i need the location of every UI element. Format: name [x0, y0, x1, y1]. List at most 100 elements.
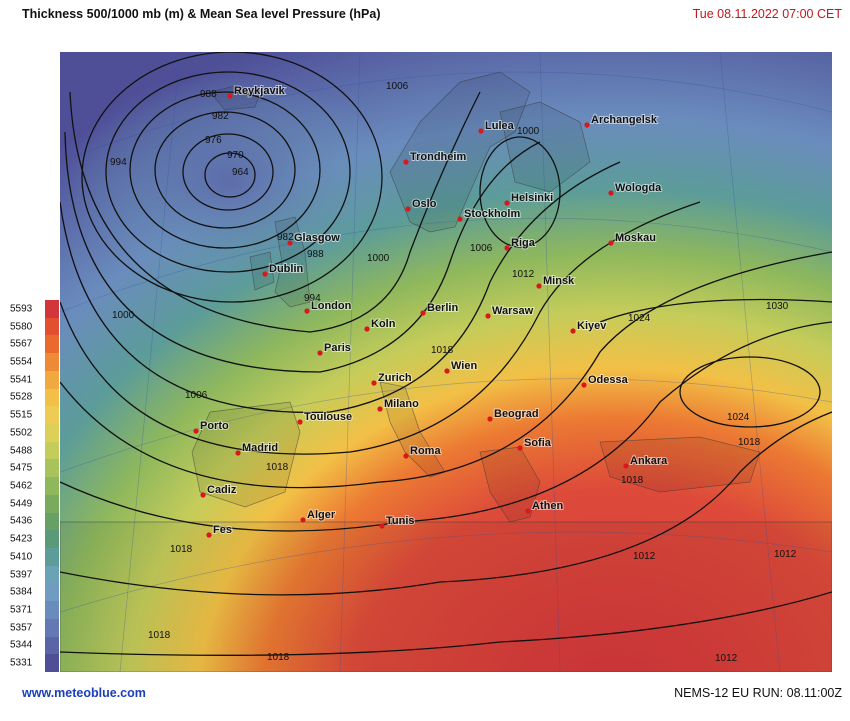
city-marker[interactable]: Zurich	[371, 371, 413, 386]
isobar-label: 1018	[266, 462, 289, 473]
city-marker[interactable]: Paris	[317, 341, 352, 356]
city-name: Ankara	[630, 455, 668, 467]
city-marker[interactable]: Dublin	[262, 262, 304, 277]
legend-value: 5593	[10, 303, 33, 315]
city-dot	[581, 382, 587, 388]
legend-swatch	[45, 565, 59, 584]
city-marker[interactable]: Alger	[300, 508, 337, 523]
legend-swatch	[45, 583, 59, 602]
city-marker[interactable]: Koln	[364, 317, 397, 332]
city-name: Fes	[213, 524, 232, 536]
city-name: Cadiz	[207, 484, 237, 496]
city-marker[interactable]: Minsk	[536, 274, 576, 289]
city-marker[interactable]: Reykjavik	[227, 84, 287, 99]
city-name: Beograd	[494, 408, 539, 420]
map-title: Thickness 500/1000 mb (m) & Mean Sea lev…	[22, 7, 381, 21]
isobar-label: 976	[205, 135, 222, 146]
legend-value: 5384	[10, 586, 33, 598]
isobar-label: 1030	[766, 301, 789, 312]
city-name: Porto	[200, 420, 229, 432]
city-marker[interactable]: Madrid	[235, 441, 279, 456]
city-dot	[608, 190, 614, 196]
city-dot	[570, 328, 576, 334]
city-marker[interactable]: Odessa	[581, 373, 630, 388]
city-name: Stockholm	[464, 208, 520, 220]
city-dot	[517, 445, 523, 451]
legend-value: 5423	[10, 533, 33, 545]
city-marker[interactable]: Ankara	[623, 454, 669, 469]
city-dot	[584, 122, 590, 128]
city-name: Tunis	[386, 515, 415, 527]
legend-value: 5567	[10, 338, 33, 350]
city-marker[interactable]: Porto	[193, 419, 230, 434]
city-marker[interactable]: Sofia	[517, 436, 553, 451]
city-marker[interactable]: Archangelsk	[584, 113, 659, 128]
city-marker[interactable]: Toulouse	[297, 410, 353, 425]
city-dot	[403, 453, 409, 459]
isobar-label: 1012	[633, 551, 656, 562]
city-dot	[300, 517, 306, 523]
city-marker[interactable]: Kiyev	[570, 319, 608, 334]
city-name: Milano	[384, 398, 419, 410]
isobar-label: 1012	[512, 269, 535, 280]
city-marker[interactable]: Wien	[444, 359, 478, 374]
legend-value: 5462	[10, 480, 33, 492]
city-dot	[487, 416, 493, 422]
graticule	[60, 52, 832, 672]
city-dot	[364, 326, 370, 332]
city-marker[interactable]: Warsaw	[485, 304, 535, 319]
legend-swatch	[45, 530, 59, 549]
city-marker[interactable]: Cadiz	[200, 483, 238, 498]
legend-value: 5331	[10, 657, 33, 669]
low-pressure-shading	[70, 72, 390, 292]
isobar-label: 1006	[185, 390, 208, 401]
weather-map[interactable]: 988 982 976 970 964 994 1006 1000 982 988 1000 1006…	[60, 52, 832, 672]
city-name: Oslo	[412, 198, 437, 210]
city-name: Athen	[532, 500, 563, 512]
city-name: Sofia	[524, 437, 552, 449]
city-marker[interactable]: Wologda	[608, 181, 663, 196]
city-dot	[608, 240, 614, 246]
city-marker[interactable]: Beograd	[487, 407, 540, 422]
legend-value: 5475	[10, 462, 33, 474]
city-marker[interactable]: London	[304, 299, 353, 314]
city-name: Koln	[371, 318, 396, 330]
isobar-label: 1018	[170, 544, 193, 555]
city-marker[interactable]: Riga	[504, 236, 537, 251]
city-marker[interactable]: Stockholm	[457, 207, 521, 222]
city-marker[interactable]: Oslo	[405, 197, 438, 212]
city-marker[interactable]: Athen	[525, 499, 564, 514]
legend-swatch	[45, 406, 59, 425]
isobar-label: 1012	[774, 549, 797, 560]
city-marker[interactable]: Trondheim	[403, 150, 467, 165]
land-masses	[60, 71, 832, 672]
city-marker[interactable]: Roma	[403, 444, 442, 459]
city-marker[interactable]: Glasgow	[287, 231, 341, 246]
website-link[interactable]: www.meteoblue.com	[22, 686, 146, 700]
city-dot	[235, 450, 241, 456]
legend-swatch	[45, 353, 59, 372]
city-marker[interactable]: Fes	[206, 523, 233, 538]
city-name: Alger	[307, 509, 336, 521]
city-name: Roma	[410, 445, 441, 457]
legend-value: 5344	[10, 639, 33, 651]
legend-swatch	[45, 317, 59, 336]
city-marker[interactable]: Milano	[377, 397, 420, 412]
city-marker[interactable]: Moskau	[608, 231, 657, 246]
legend-value: 5488	[10, 445, 33, 457]
city-marker[interactable]: Helsinki	[504, 191, 554, 206]
city-marker[interactable]: Tunis	[379, 514, 416, 529]
city-name: Riga	[511, 237, 536, 249]
city-marker[interactable]: Lulea	[478, 119, 516, 134]
isobar-label: 1024	[727, 412, 750, 423]
city-name: Madrid	[242, 442, 278, 454]
model-run-info: NEMS-12 EU RUN: 08.11:00Z	[674, 686, 842, 700]
isobar-label: 994	[110, 157, 127, 168]
isobar-label: 988	[200, 89, 217, 100]
legend-swatch	[45, 548, 59, 567]
city-dot	[525, 508, 531, 514]
legend-value: 5449	[10, 498, 33, 510]
city-dot	[371, 380, 377, 386]
city-marker[interactable]: Berlin	[420, 301, 459, 316]
legend-swatch	[45, 441, 59, 460]
